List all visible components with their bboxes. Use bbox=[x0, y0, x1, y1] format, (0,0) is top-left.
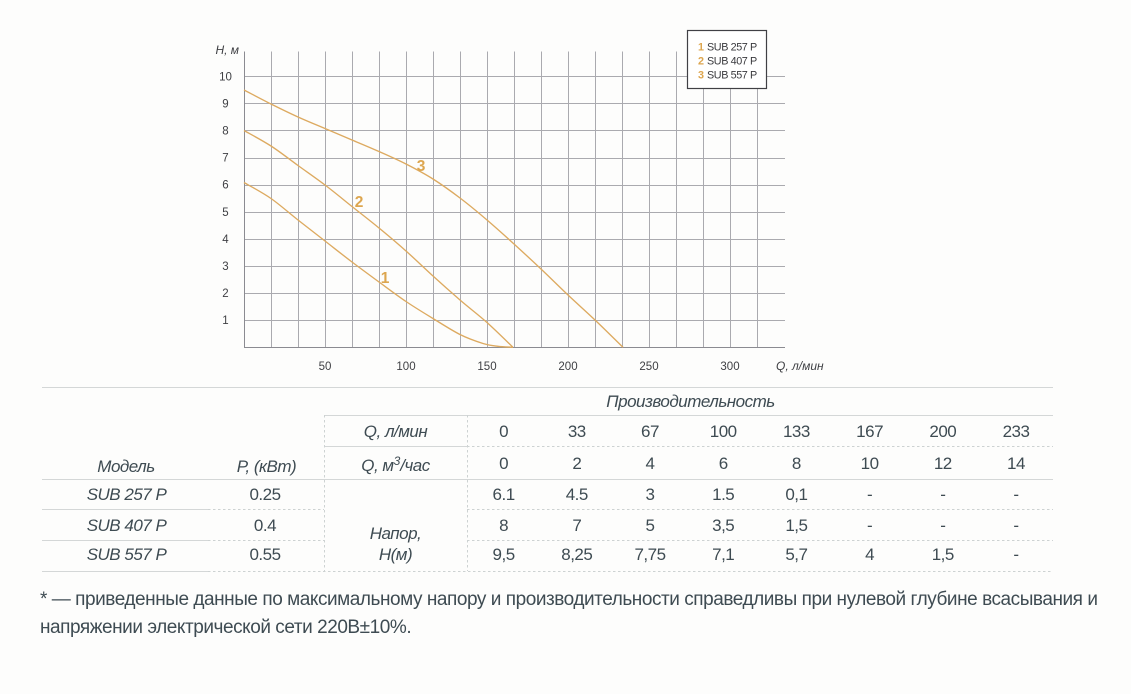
svg-text:SUB 257 P: SUB 257 P bbox=[707, 42, 757, 54]
svg-text:Q, л/мин: Q, л/мин bbox=[776, 359, 824, 373]
svg-text:7: 7 bbox=[222, 153, 228, 165]
svg-text:1: 1 bbox=[222, 315, 228, 327]
svg-text:50: 50 bbox=[319, 361, 332, 373]
svg-text:100: 100 bbox=[396, 361, 415, 373]
svg-text:3: 3 bbox=[222, 261, 228, 273]
svg-text:1: 1 bbox=[698, 42, 704, 54]
svg-text:SUB 557 P: SUB 557 P bbox=[707, 70, 757, 82]
svg-text:SUB 407 P: SUB 407 P bbox=[707, 56, 757, 68]
svg-text:150: 150 bbox=[477, 361, 496, 373]
svg-text:2: 2 bbox=[355, 194, 364, 211]
svg-text:300: 300 bbox=[720, 361, 739, 373]
svg-text:250: 250 bbox=[639, 361, 658, 373]
svg-text:4: 4 bbox=[222, 234, 229, 246]
svg-text:3: 3 bbox=[698, 70, 704, 82]
svg-text:H, м: H, м bbox=[215, 43, 239, 57]
svg-text:8: 8 bbox=[222, 126, 228, 138]
svg-text:9: 9 bbox=[222, 98, 228, 110]
svg-text:6: 6 bbox=[222, 180, 228, 192]
svg-text:2: 2 bbox=[698, 56, 704, 68]
svg-text:10: 10 bbox=[219, 71, 232, 83]
svg-text:2: 2 bbox=[222, 288, 228, 300]
svg-text:3: 3 bbox=[417, 158, 426, 175]
svg-text:200: 200 bbox=[558, 361, 577, 373]
svg-text:1: 1 bbox=[381, 270, 390, 287]
svg-text:5: 5 bbox=[222, 207, 228, 219]
